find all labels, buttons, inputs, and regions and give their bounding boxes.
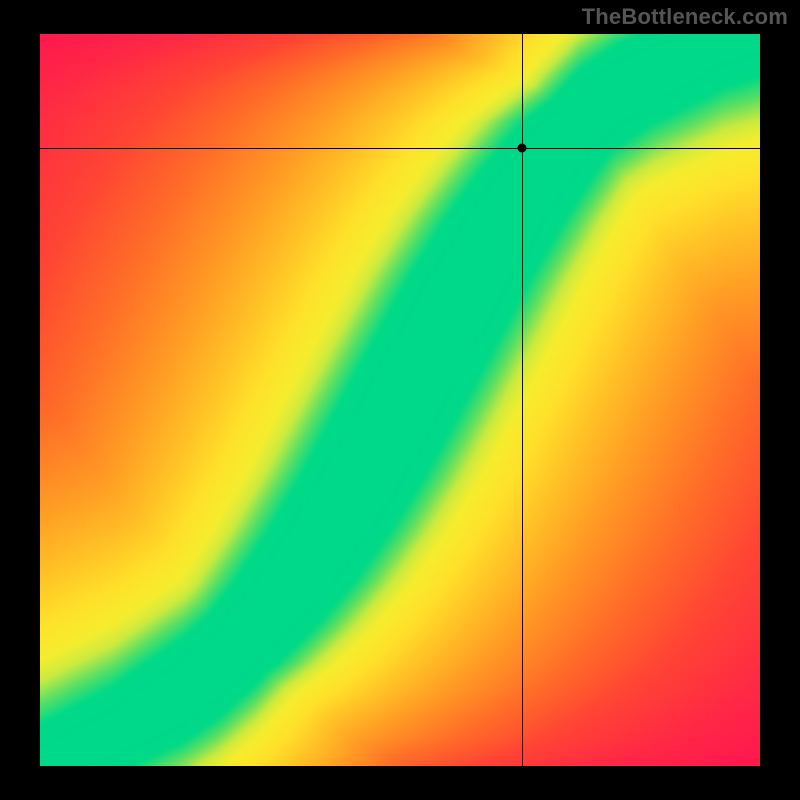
heatmap-plot	[40, 34, 760, 766]
heatmap-canvas	[40, 34, 760, 766]
watermark-text: TheBottleneck.com	[582, 4, 788, 30]
